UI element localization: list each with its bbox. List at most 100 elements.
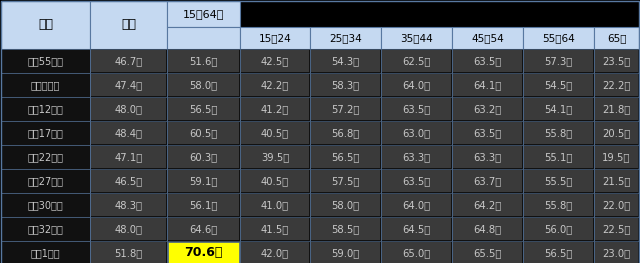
Bar [595, 50, 638, 72]
Bar [311, 242, 380, 263]
Text: 55.1％: 55.1％ [544, 152, 573, 162]
Bar [90, 145, 167, 169]
Bar [167, 27, 240, 49]
Bar [523, 145, 594, 169]
Bar [91, 50, 166, 72]
Bar [452, 73, 523, 97]
Bar [523, 73, 594, 97]
Bar [311, 146, 380, 168]
Text: 64.2％: 64.2％ [474, 200, 502, 210]
Bar [382, 50, 451, 72]
Bar [381, 121, 452, 145]
Bar [167, 121, 240, 145]
Bar [240, 121, 310, 145]
Text: 51.8％: 51.8％ [115, 248, 143, 258]
Bar [90, 241, 167, 263]
Bar [381, 145, 452, 169]
Bar [240, 27, 310, 49]
Bar [241, 146, 309, 168]
Text: 65.0％: 65.0％ [403, 248, 431, 258]
Bar [90, 193, 167, 217]
Bar [168, 50, 239, 72]
Text: 56.0％: 56.0％ [545, 224, 573, 234]
Bar [524, 170, 593, 192]
Bar [523, 97, 594, 121]
Bar [524, 146, 593, 168]
Bar [523, 241, 594, 263]
Bar [1, 97, 90, 121]
Text: 64.6％: 64.6％ [189, 224, 218, 234]
Text: 20.5％: 20.5％ [602, 128, 630, 138]
Bar [167, 97, 240, 121]
Text: 25～34: 25～34 [329, 33, 362, 43]
Text: 42.0％: 42.0％ [261, 248, 289, 258]
Text: 59.0％: 59.0％ [332, 248, 360, 258]
Text: 54.5％: 54.5％ [545, 80, 573, 90]
Text: 46.7％: 46.7％ [115, 56, 143, 66]
Text: 63.5％: 63.5％ [403, 176, 431, 186]
Text: 和暦: 和暦 [38, 18, 53, 32]
Text: 42.5％: 42.5％ [261, 56, 289, 66]
Text: 63.0％: 63.0％ [403, 128, 431, 138]
Bar [91, 146, 166, 168]
Bar [310, 73, 381, 97]
Bar [452, 97, 523, 121]
Bar [524, 194, 593, 216]
Bar [240, 145, 310, 169]
Bar [168, 98, 239, 120]
Text: 55～64: 55～64 [542, 33, 575, 43]
Text: 54.1％: 54.1％ [545, 104, 573, 114]
Text: 45～54: 45～54 [471, 33, 504, 43]
Bar [382, 98, 451, 120]
Bar [595, 146, 638, 168]
Text: 昭和55年＝: 昭和55年＝ [28, 56, 63, 66]
Bar [91, 170, 166, 192]
Bar [382, 122, 451, 144]
Bar [1, 241, 639, 263]
Bar [453, 170, 522, 192]
Text: 56.8％: 56.8％ [332, 128, 360, 138]
Bar [452, 169, 523, 193]
Bar [523, 49, 594, 73]
Text: 48.4％: 48.4％ [115, 128, 143, 138]
Bar [523, 121, 594, 145]
Bar [452, 217, 523, 241]
Bar [523, 27, 594, 49]
Text: 48.3％: 48.3％ [115, 200, 143, 210]
Bar [452, 145, 523, 169]
Bar [453, 122, 522, 144]
Text: 57.3％: 57.3％ [545, 56, 573, 66]
Text: 57.2％: 57.2％ [332, 104, 360, 114]
Bar [1, 169, 90, 193]
Text: 64.1％: 64.1％ [474, 80, 502, 90]
Bar [240, 217, 310, 241]
Bar [240, 49, 310, 73]
Bar [1, 193, 639, 217]
Bar [168, 242, 239, 263]
Bar [524, 50, 593, 72]
Bar [453, 146, 522, 168]
Bar [310, 169, 381, 193]
Bar [90, 97, 167, 121]
Bar [311, 98, 380, 120]
Bar [1, 121, 639, 145]
Text: 63.3％: 63.3％ [403, 152, 431, 162]
Bar [241, 74, 309, 96]
Bar [241, 218, 309, 240]
Bar [453, 98, 522, 120]
Bar [453, 242, 522, 263]
Bar [240, 169, 310, 193]
Bar [167, 49, 240, 73]
Bar [311, 50, 380, 72]
Bar [594, 169, 639, 193]
Text: 令和1年＝: 令和1年＝ [31, 248, 60, 258]
Bar [168, 74, 239, 96]
Bar [310, 193, 381, 217]
Bar [167, 169, 240, 193]
Bar [381, 73, 452, 97]
Bar [452, 193, 523, 217]
Text: 47.1％: 47.1％ [115, 152, 143, 162]
Bar [524, 122, 593, 144]
Bar [595, 170, 638, 192]
Bar [595, 242, 638, 263]
